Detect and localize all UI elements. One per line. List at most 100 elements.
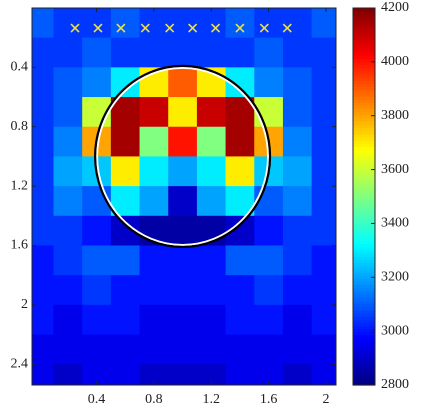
colorbar-swatch: [353, 237, 375, 242]
colorbar-swatch: [353, 227, 375, 232]
colorbar-swatch: [353, 344, 375, 348]
heatmap-cell: [311, 126, 336, 157]
colorbar-swatch: [353, 196, 375, 201]
colorbar-swatch: [353, 353, 375, 358]
colorbar-swatch: [353, 136, 375, 141]
colorbar-swatch: [353, 183, 375, 188]
colorbar-swatch: [353, 33, 375, 37]
colorbar-swatch: [353, 95, 375, 100]
heatmap-cell: [168, 215, 198, 246]
heatmap-cell: [225, 364, 255, 385]
heatmap-cell: [32, 334, 55, 365]
heatmap-cell: [254, 37, 284, 68]
heatmap-cell: [53, 364, 83, 385]
heatmap-cell: [311, 8, 336, 39]
marker: [235, 23, 245, 33]
heatmap-cell: [139, 156, 169, 187]
colorbar-swatch: [353, 315, 375, 320]
colorbar-tick-label: 3800: [381, 108, 409, 123]
colorbar-swatch: [353, 325, 375, 330]
x-tick-label: 2: [322, 392, 329, 407]
heatmap-cell: [32, 186, 55, 217]
colorbar-swatch: [353, 234, 375, 238]
colorbar-swatch: [353, 256, 375, 260]
colorbar-swatch: [353, 64, 375, 69]
heatmap-cell: [32, 8, 55, 39]
colorbar-swatch: [353, 369, 375, 374]
colorbar-swatch: [353, 205, 375, 210]
circle-outline: [93, 64, 272, 249]
heatmap-cell: [53, 186, 83, 217]
colorbar-swatch: [353, 39, 375, 44]
colorbar-swatch: [353, 102, 375, 106]
colorbar-swatch: [353, 152, 375, 157]
colorbar-swatch: [353, 83, 375, 88]
heatmap-cell: [282, 97, 313, 128]
heatmap-cell: [139, 186, 169, 217]
colorbar-swatch: [353, 306, 375, 311]
heatmap-cell: [282, 334, 313, 365]
colorbar-swatch: [353, 356, 375, 361]
colorbar-swatch: [353, 99, 375, 103]
x-tick-label: 0.4: [88, 392, 106, 407]
heatmap-cell: [53, 275, 83, 306]
heatmap-cell: [168, 67, 198, 98]
heatmap-cell: [196, 245, 227, 276]
colorbar-swatch: [353, 366, 375, 370]
colorbar-swatch: [353, 284, 375, 289]
colorbar-swatch: [353, 221, 375, 226]
x-tick-label: 1.6: [260, 392, 278, 407]
heatmap-cell: [32, 245, 55, 276]
overlay: [70, 23, 292, 249]
colorbar-swatch: [353, 42, 375, 47]
heatmap-cell: [110, 245, 141, 276]
colorbar-swatch: [353, 322, 375, 326]
heatmap-cell: [168, 364, 198, 385]
heatmap-cell: [196, 37, 227, 68]
heatmap-cell: [53, 245, 83, 276]
heatmap-cell: [254, 304, 284, 336]
heatmap-cell: [82, 334, 112, 365]
heatmap-cell: [282, 304, 313, 336]
heatmap-cell: [139, 37, 169, 68]
heatmap-cell: [82, 67, 112, 98]
heatmap-cell: [282, 186, 313, 217]
heatmap-cell: [282, 245, 313, 276]
colorbar-swatch: [353, 130, 375, 135]
colorbar-swatch: [353, 29, 375, 34]
heatmap-cell: [311, 186, 336, 217]
heatmap-cell: [254, 245, 284, 276]
heatmap-cell: [168, 304, 198, 336]
marker: [70, 23, 80, 33]
colorbar-swatch: [353, 240, 375, 245]
y-tick-label: 2.4: [11, 356, 29, 371]
heatmap-cell: [311, 275, 336, 306]
colorbar-swatch: [353, 363, 375, 367]
heatmap-cell: [110, 37, 141, 68]
colorbar-swatch: [353, 246, 375, 251]
colorbar-swatch: [353, 212, 375, 216]
heatmap-cell: [311, 97, 336, 128]
colorbar-swatch: [353, 8, 375, 12]
colorbar-tick-label: 4000: [381, 54, 409, 69]
colorbar-swatch: [353, 158, 375, 163]
colorbar-swatch: [353, 92, 375, 97]
heatmap-cell: [110, 334, 141, 365]
colorbar-swatch: [353, 143, 375, 147]
heatmap-cell: [168, 97, 198, 128]
x-tick-label: 1.2: [202, 392, 220, 407]
marker: [188, 23, 198, 33]
heatmap-cell: [311, 245, 336, 276]
heatmap-cell: [53, 37, 83, 68]
heatmap-cell: [32, 275, 55, 306]
heatmap-cell: [168, 126, 198, 157]
heatmap-cell: [82, 364, 112, 385]
heatmap-cell: [196, 97, 227, 128]
heatmap-cell: [139, 275, 169, 306]
heatmap-cell: [82, 304, 112, 336]
heatmap-cell: [311, 215, 336, 246]
heatmap-cell: [225, 304, 255, 336]
colorbar-swatch: [353, 375, 375, 380]
heatmap-cell: [282, 275, 313, 306]
colorbar-swatch: [353, 14, 375, 19]
